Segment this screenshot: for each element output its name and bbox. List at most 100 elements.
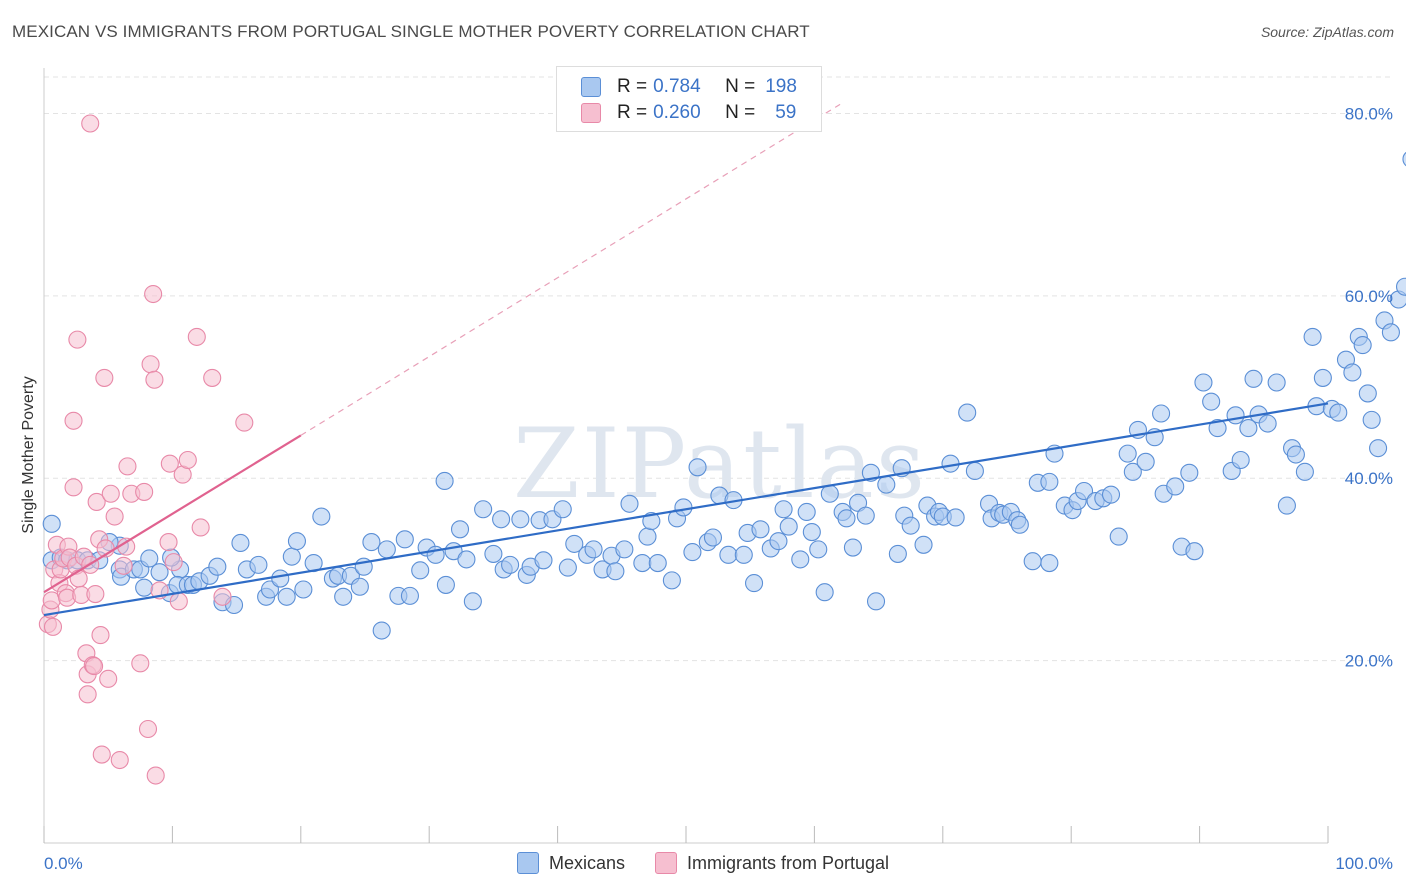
portugal-point: [159, 533, 178, 552]
mexicans-point: [1244, 369, 1263, 388]
mexicans-point: [1118, 444, 1137, 463]
mexicans-legend-swatch: [516, 852, 539, 874]
mexicans-point: [1258, 414, 1277, 433]
mexicans-point: [1395, 277, 1406, 296]
mexicans-point: [1194, 373, 1213, 392]
portugal-legend-swatch: [654, 852, 677, 874]
chart-title: MEXICAN VS IMMIGRANTS FROM PORTUGAL SING…: [12, 22, 810, 41]
mexicans-point: [1010, 515, 1029, 534]
mexicans-point: [1123, 462, 1142, 481]
mexicans-point: [791, 550, 810, 569]
mexicans-point: [1231, 450, 1250, 470]
mexicans-point: [837, 509, 856, 528]
mexicans-point: [511, 510, 530, 529]
stats-legend: R = 0.784 N = 198 R = 0.260 N = 59: [556, 66, 822, 132]
mexicans-point: [1109, 527, 1128, 546]
portugal-point: [146, 766, 165, 785]
portugal-point: [235, 413, 254, 432]
mexicans-point: [642, 512, 661, 531]
mexicans-point: [683, 543, 702, 562]
mexicans-point: [400, 586, 419, 605]
portugal-point: [78, 685, 97, 704]
portugal-point: [138, 719, 158, 739]
mexicans-point: [888, 544, 907, 563]
mexicans-point: [820, 484, 839, 503]
axes: [43, 68, 1329, 844]
mexicans-point: [779, 517, 798, 536]
portugal-point: [191, 518, 210, 537]
portugal-point: [178, 450, 197, 470]
y-tick-label: 60.0%: [1345, 287, 1393, 306]
portugal-point: [86, 584, 105, 604]
portugal-point: [187, 327, 206, 346]
stats-row-mexicans: R = 0.784 N = 198: [581, 76, 797, 98]
mexicans-point: [395, 530, 414, 549]
y-axis-label: Single Mother Poverty: [20, 376, 37, 533]
portugal-point: [164, 553, 183, 572]
portugal-point: [160, 454, 179, 473]
mexicans-point: [584, 540, 603, 559]
bottom-legend: Mexicans Immigrants from Portugal: [0, 852, 1406, 874]
mexicans-point: [1202, 392, 1221, 411]
portugal-point: [144, 284, 163, 304]
r-label: R =: [617, 102, 648, 123]
mexicans-point: [843, 538, 862, 557]
x-tick-label: 100.0%: [1335, 854, 1393, 873]
portugal-point: [135, 482, 154, 501]
mexicans-point: [208, 557, 227, 576]
mexicans-point: [1369, 439, 1388, 458]
n-value: 198: [765, 76, 797, 97]
mexicans-point: [1358, 384, 1377, 403]
legend-item-portugal[interactable]: Immigrants from Portugal: [654, 852, 889, 874]
mexicans-point: [703, 528, 723, 547]
mexicans-point: [249, 555, 268, 574]
mexicans-point: [271, 569, 290, 588]
mexicans-point: [42, 514, 61, 533]
mexicans-point: [294, 580, 313, 599]
portugal-trend-line: [43, 434, 302, 594]
mexicans-point: [463, 592, 482, 611]
mexicans-point: [1267, 373, 1286, 392]
portugal-trend-extension-line: [300, 103, 841, 436]
mexicans-point: [553, 500, 572, 519]
legend-item-mexicans[interactable]: Mexicans: [516, 852, 625, 874]
mexicans-point: [140, 549, 159, 568]
mexicans-point: [809, 540, 828, 559]
mexicans-trend-line: [43, 402, 1329, 617]
mexicans-point: [866, 592, 886, 611]
portugal-point: [101, 484, 120, 503]
mexicans-point: [688, 458, 707, 477]
mexicans-point: [558, 558, 577, 577]
portugal-point: [85, 657, 104, 676]
n-value: 59: [775, 102, 797, 123]
portugal-swatch: [581, 103, 601, 123]
portugal-point: [68, 330, 87, 349]
y-tick-label: 80.0%: [1345, 104, 1393, 123]
mexicans-point: [501, 555, 520, 574]
portugal-point: [69, 569, 88, 588]
mexicans-point: [534, 551, 553, 570]
mexicans-point: [484, 544, 503, 563]
portugal-point: [169, 592, 188, 611]
portugal-point: [118, 457, 137, 476]
mexicans-point: [282, 547, 301, 566]
mexicans-point: [606, 562, 625, 581]
mexicans-point: [1239, 419, 1258, 438]
mexicans-point: [797, 502, 816, 522]
mexicans-point: [377, 540, 396, 559]
portugal-trend-extension: [300, 103, 841, 436]
mexicans-point: [769, 532, 788, 551]
mexicans-point: [1152, 404, 1171, 423]
mexicans-point: [287, 532, 306, 551]
portugal-point: [110, 750, 129, 770]
mexicans-point: [745, 574, 764, 593]
portugal-point: [95, 368, 114, 387]
portugal-point: [131, 654, 150, 673]
r-value: 0.260: [653, 102, 701, 123]
legend-label-mexicans: Mexicans: [548, 852, 625, 873]
portugal-point: [141, 355, 160, 374]
mexicans-point: [436, 575, 455, 594]
mexicans-point: [958, 403, 977, 422]
mexicans-point: [1166, 477, 1185, 496]
